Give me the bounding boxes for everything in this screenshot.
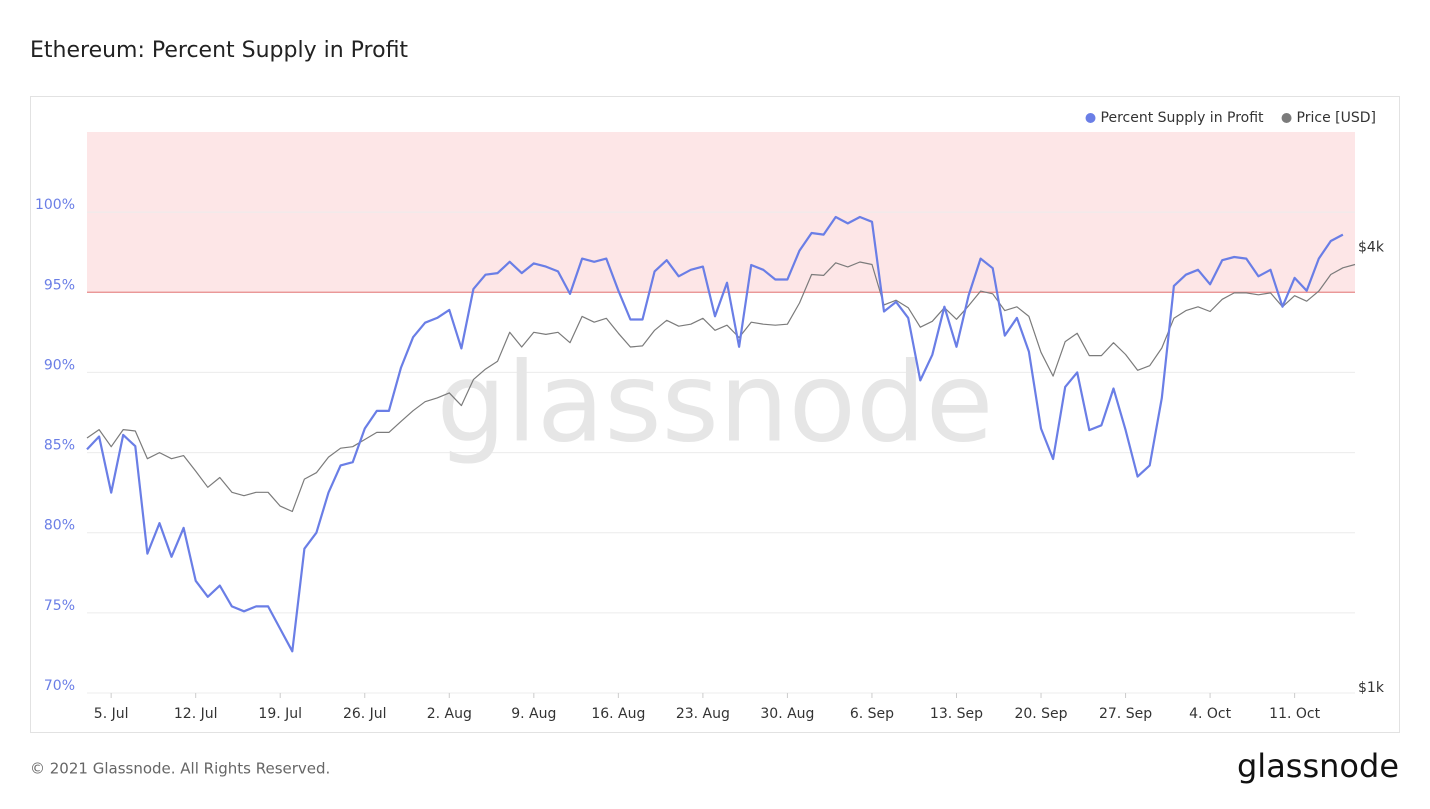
footer: © 2021 Glassnode. All Rights Reserved. <box>30 760 330 778</box>
y2-tick-label: $1k <box>1358 680 1385 696</box>
y2-tick-label: $4k <box>1358 239 1385 255</box>
x-tick-label: 12. Jul <box>174 706 218 722</box>
watermark: glassnode <box>437 338 994 466</box>
y-tick-label: 100% <box>35 197 75 213</box>
x-tick-label: 5. Jul <box>94 706 129 722</box>
x-tick-label: 30. Aug <box>760 706 814 722</box>
legend-label: Percent Supply in Profit <box>1101 110 1265 126</box>
y-tick-label: 85% <box>44 438 75 454</box>
x-tick-label: 9. Aug <box>511 706 556 722</box>
x-tick-label: 4. Oct <box>1189 706 1232 722</box>
y-tick-label: 70% <box>44 678 75 694</box>
chart-frame <box>30 96 1400 733</box>
x-tick-label: 20. Sep <box>1014 706 1067 722</box>
series-line <box>86 261 1356 513</box>
x-tick-label: 23. Aug <box>676 706 730 722</box>
y-tick-label: 90% <box>44 357 75 373</box>
y-tick-label: 80% <box>44 518 75 534</box>
x-tick-label: 6. Sep <box>850 706 894 722</box>
legend-swatch <box>1281 113 1292 123</box>
series-line <box>86 215 1344 653</box>
x-tick-label: 13. Sep <box>930 706 983 722</box>
chart-title: Ethereum: Percent Supply in Profit <box>30 38 408 63</box>
x-tick-label: 16. Aug <box>591 706 645 722</box>
x-tick-label: 26. Jul <box>343 706 387 722</box>
y-tick-label: 75% <box>44 598 75 614</box>
legend-swatch <box>1085 113 1096 123</box>
legend-label: Price [USD] <box>1297 110 1376 126</box>
x-tick-label: 2. Aug <box>427 706 472 722</box>
x-tick-label: 11. Oct <box>1269 706 1320 722</box>
y-tick-label: 95% <box>44 277 75 293</box>
x-tick-label: 19. Jul <box>258 706 302 722</box>
brand-logo: glassnode <box>1237 747 1399 785</box>
x-tick-label: 27. Sep <box>1099 706 1152 722</box>
